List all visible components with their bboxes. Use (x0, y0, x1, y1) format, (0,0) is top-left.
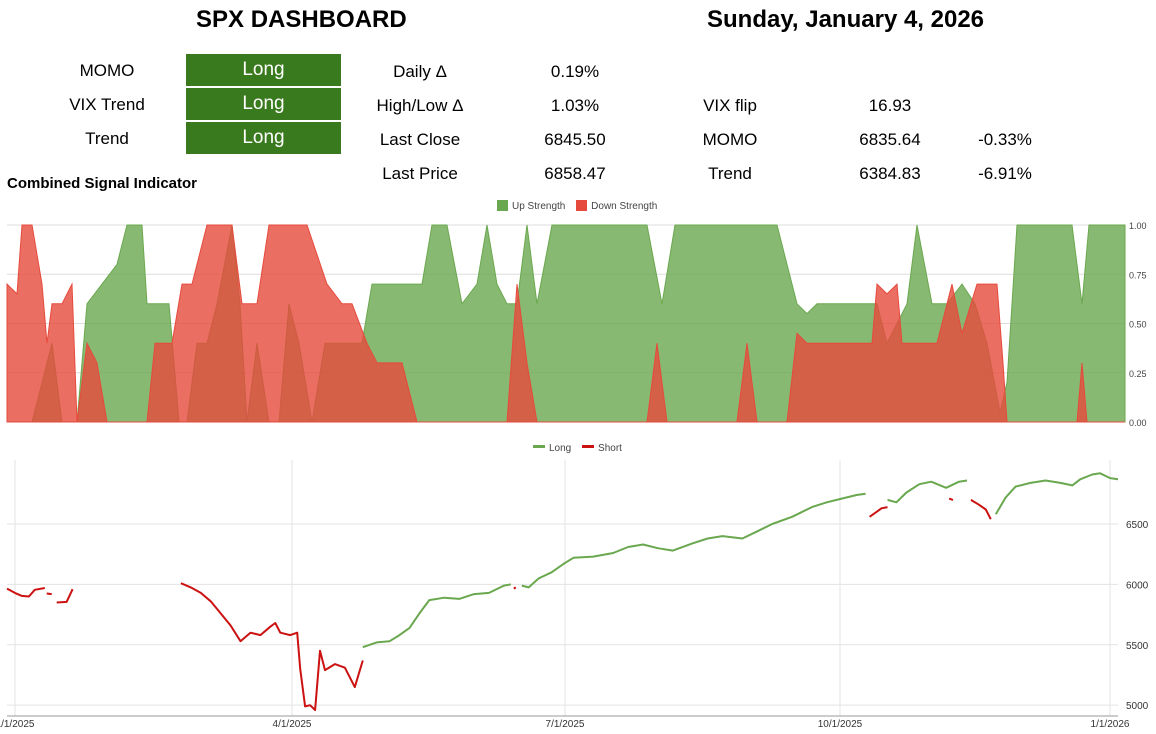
vix-flip-label: VIX flip (703, 96, 757, 115)
short-price-segment (46, 592, 52, 596)
price-xtick-label: 4/1/2025 (273, 719, 312, 730)
signal-ytick-label: 0.75 (1129, 270, 1147, 280)
price-ytick-label: 5000 (1126, 701, 1149, 712)
momo-level-pct: -0.33% (978, 130, 1032, 149)
signal-label-vix-trend: VIX Trend (69, 95, 145, 114)
legend-short: Short (582, 443, 622, 454)
short-price-segment (970, 499, 992, 520)
legend-down-strength: Down Strength (576, 200, 657, 212)
vix-flip-value: 16.93 (868, 96, 912, 115)
trend-level-label: Trend (708, 164, 752, 183)
signal-ytick-label: 1.00 (1129, 221, 1147, 231)
signal-legend: Up Strength Down Strength (497, 200, 657, 212)
down-strength-area (6, 224, 1125, 423)
signal-label-trend: Trend (85, 129, 129, 148)
price-ytick-label: 6500 (1126, 520, 1149, 531)
legend-up-strength: Up Strength (497, 200, 565, 212)
signal-ytick-label: 0.25 (1129, 369, 1147, 379)
daily-delta-label: Daily Δ (393, 62, 447, 81)
signal-badge-vix-trend: Long (186, 88, 341, 120)
price-xtick-label: 1/1/2026 (1091, 719, 1130, 730)
signal-badge-momo: Long (186, 54, 341, 86)
legend-long: Long (533, 443, 571, 454)
price-chart: 5000 5500 6000 6500 1/1/2025 4/1/2025 7/1/2025… (0, 460, 1149, 730)
combined-signal-title: Combined Signal Indicator (7, 175, 198, 192)
page-title: SPX DASHBOARD (196, 6, 407, 33)
price-ytick-label: 6000 (1126, 580, 1149, 591)
long-price-segment (994, 472, 1119, 515)
long-price-segment (521, 492, 866, 589)
short-price-segment (180, 582, 364, 711)
momo-level-value: 6835.64 (859, 130, 921, 149)
last-price-label: Last Price (382, 164, 458, 183)
last-close-label: Last Close (379, 130, 461, 149)
long-price-segment (362, 583, 511, 649)
short-price-segment (56, 588, 74, 604)
highlow-delta-value: 1.03% (550, 96, 600, 115)
trend-level-value: 6384.83 (859, 164, 921, 183)
highlow-delta-label: High/Low Δ (376, 96, 464, 115)
momo-level-label: MOMO (702, 130, 758, 149)
trend-level-pct: -6.91% (978, 164, 1032, 183)
short-price-segment (948, 497, 954, 501)
signal-ytick-label: 0.50 (1129, 320, 1147, 330)
price-xtick-label: 10/1/2025 (818, 719, 863, 730)
date-label: Sunday, January 4, 2026 (707, 6, 985, 33)
signal-label-momo: MOMO (79, 61, 135, 80)
last-close-value: 6845.50 (544, 130, 606, 149)
price-legend: Long Short (533, 443, 622, 454)
short-price-segment (869, 506, 888, 518)
combined-signal-chart: 1.00 0.75 0.50 0.25 0.00 (6, 221, 1147, 428)
signal-ytick-label: 0.00 (1129, 418, 1147, 428)
price-xtick-label: 7/1/2025 (546, 719, 585, 730)
price-xtick-label: 1/1/2025 (0, 719, 35, 730)
daily-delta-value: 0.19% (550, 62, 600, 81)
price-ytick-label: 5500 (1126, 641, 1149, 652)
last-price-value: 6858.47 (544, 164, 606, 183)
short-price-segment (513, 586, 517, 590)
short-price-segment (6, 587, 45, 598)
signal-badge-trend: Long (186, 122, 341, 154)
long-price-segment (887, 479, 968, 504)
